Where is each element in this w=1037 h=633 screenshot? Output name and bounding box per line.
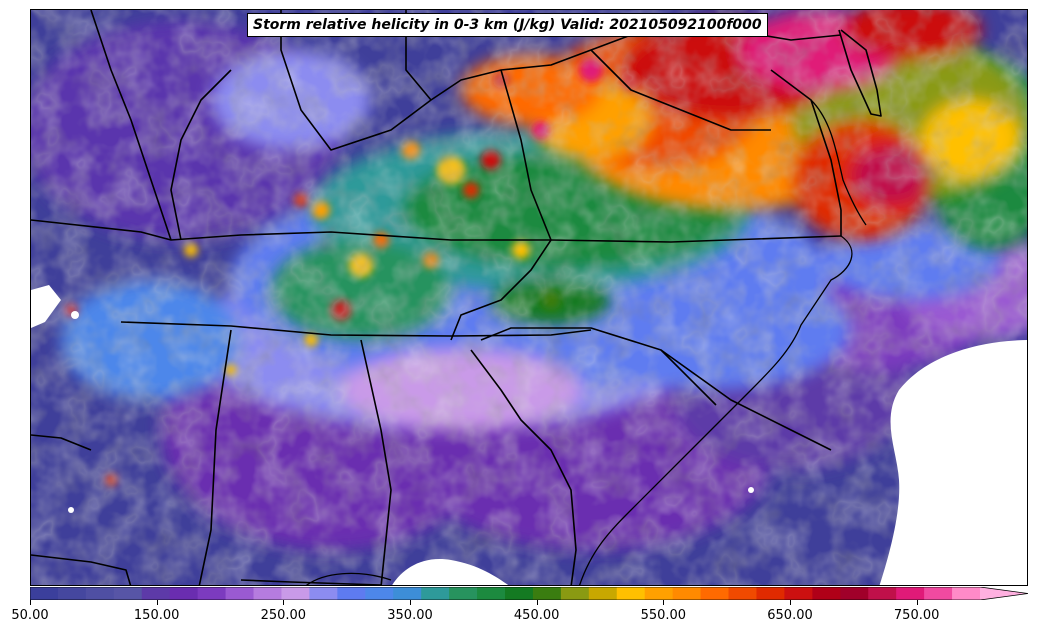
colorbar-tick-label: 650.00 — [767, 608, 813, 623]
colorbar-segment — [756, 587, 786, 600]
colorbar-segment — [337, 587, 366, 600]
map-title: Storm relative helicity in 0-3 km (J/kg)… — [253, 17, 762, 33]
colorbar-segment — [588, 587, 618, 600]
colorbar-extend-arrow — [980, 587, 1028, 600]
colorbar-ticks: 50.00 150.00 250.00 350.00 450.00 550.00 650.0… — [0, 600, 1037, 630]
colorbar-segment — [532, 587, 562, 600]
colorbar-segment — [309, 587, 338, 600]
colorbar-tick-mark — [663, 600, 665, 605]
colorbar-segment — [616, 587, 646, 600]
coastline — [306, 99, 867, 585]
colorbar-tick-mark — [30, 600, 31, 605]
colorbar-tick-label: 50.00 — [11, 608, 49, 623]
colorbar-segment — [896, 587, 925, 600]
colorbar-segment — [505, 587, 534, 600]
ocean-mask — [31, 285, 1027, 585]
colorbar-segment — [644, 587, 674, 600]
colorbar-segment — [85, 587, 115, 600]
colorbar-tick-label: 250.00 — [260, 608, 307, 623]
colorbar-segment — [225, 587, 255, 600]
colorbar-tick-label: 450.00 — [513, 608, 560, 623]
colorbar-segment — [784, 587, 813, 600]
colorbar-outline — [30, 587, 1028, 600]
colorbar — [30, 587, 1028, 600]
state-boundaries — [31, 10, 882, 585]
helicity-map — [31, 10, 1027, 585]
colorbar-segment — [197, 587, 227, 600]
colorbar-segment — [169, 587, 199, 600]
colorbar-tick-label: 550.00 — [640, 608, 687, 623]
colorbar-segment — [868, 587, 897, 600]
colorbar-segment — [812, 587, 841, 600]
colorbar-segment — [113, 587, 143, 600]
colorbar-segment — [728, 587, 758, 600]
colorbar-segment — [952, 587, 981, 600]
field-texture — [31, 10, 1027, 585]
colorbar-segment — [253, 587, 283, 600]
colorbar-tick-mark — [283, 600, 285, 605]
colorbar-segment — [672, 587, 702, 600]
colorbar-segment — [281, 587, 311, 600]
colorbar-segment — [365, 587, 394, 600]
colorbar-tick-label: 750.00 — [893, 608, 940, 623]
map-panel — [30, 9, 1028, 586]
colorbar-segment — [560, 587, 590, 600]
colorbar-segment — [477, 587, 506, 600]
colorbar-tick-label: 150.00 — [133, 608, 180, 623]
colorbar-tick-mark — [790, 600, 791, 605]
map-title-box: Storm relative helicity in 0-3 km (J/kg)… — [247, 13, 768, 37]
colorbar-segment — [840, 587, 869, 600]
colorbar-tick-label: 350.00 — [387, 608, 433, 623]
colorbar-segment — [57, 587, 87, 600]
colorbar-segment — [421, 587, 450, 600]
colorbar-tick-mark — [536, 600, 538, 605]
colorbar-tick-mark — [410, 600, 411, 605]
colorbar-segment — [700, 587, 730, 600]
colorbar-segment — [141, 587, 171, 600]
colorbar-tick-mark — [916, 600, 918, 605]
colorbar-segment — [449, 587, 478, 600]
colorbar-segment — [924, 587, 953, 600]
colorbar-tick-mark — [156, 600, 158, 605]
colorbar-segment — [30, 587, 59, 600]
colorbar-segment — [393, 587, 422, 600]
